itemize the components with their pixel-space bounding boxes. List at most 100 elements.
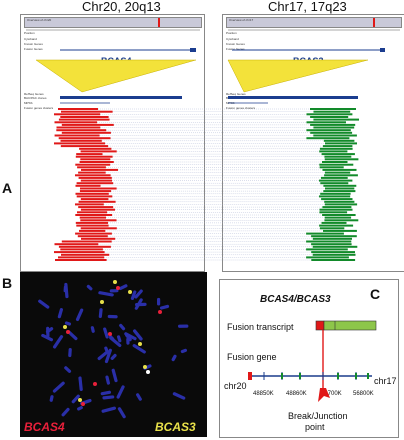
fish-signal	[128, 290, 132, 294]
chromosome	[71, 394, 80, 404]
chromosome	[38, 299, 50, 309]
left-read	[80, 179, 112, 182]
left-read	[56, 126, 101, 129]
right-read	[324, 171, 351, 174]
right-read	[322, 161, 348, 163]
left-read	[58, 118, 110, 121]
chromosome	[134, 298, 143, 310]
left-read	[54, 142, 106, 145]
break-label-line1: Break/Junction	[288, 411, 348, 421]
right-read	[312, 237, 352, 240]
left-locus-title: Chr20, 20q13	[82, 0, 161, 14]
left-read	[78, 200, 116, 203]
right-read	[310, 116, 349, 118]
probe-right-label: BCAS3	[155, 420, 196, 434]
chromosome	[178, 324, 189, 328]
left-track-position: Position	[24, 31, 35, 35]
left-ideogram-label: Overview of chr20	[27, 18, 52, 22]
right-read	[320, 192, 351, 195]
right-read	[319, 211, 348, 214]
tick-56700k: 56700K	[321, 391, 342, 397]
chromosome	[116, 335, 122, 343]
left-read	[75, 184, 101, 187]
left-read	[54, 134, 100, 137]
left-read	[80, 219, 117, 222]
right-read	[306, 248, 348, 251]
left-read	[54, 121, 98, 124]
left-read	[76, 224, 109, 227]
left-read	[75, 214, 113, 216]
right-read	[311, 243, 352, 246]
left-read	[77, 235, 108, 238]
chromosome	[134, 289, 143, 299]
left-read	[77, 211, 108, 214]
chromosome	[159, 304, 170, 310]
fish-signal	[138, 342, 142, 346]
chromosome	[157, 297, 161, 306]
fish-signal	[63, 325, 67, 329]
left-read	[79, 161, 114, 163]
left-read	[54, 113, 101, 116]
right-ideogram-label: Overview of chr17	[229, 18, 254, 22]
right-read-stack	[306, 108, 359, 261]
left-track-clusters: Fusion genes clusters	[24, 106, 54, 110]
left-read	[81, 168, 118, 171]
right-track-refseq: RefSeq Genes	[226, 92, 246, 96]
right-read	[313, 126, 355, 129]
right-zoom-triangle	[227, 59, 369, 93]
right-read	[324, 219, 359, 222]
fish-signal	[93, 382, 97, 386]
fish-signal	[116, 286, 120, 290]
left-track-mpss: MPSS	[24, 101, 33, 105]
right-read	[325, 187, 355, 190]
fusion-gene-label: Fusion gene	[227, 352, 277, 362]
right-read	[313, 134, 357, 137]
right-read	[323, 184, 357, 187]
fish-signal	[81, 402, 85, 406]
left-read	[75, 155, 113, 158]
right-read	[313, 110, 351, 113]
left-track-cytoband: Cytoband	[24, 37, 37, 41]
right-read	[319, 150, 348, 153]
chromosome	[57, 308, 63, 319]
right-read	[306, 137, 350, 140]
left-read	[75, 203, 104, 206]
left-read	[79, 229, 106, 232]
right-read	[319, 208, 353, 211]
transcript-bcas3-part	[323, 320, 377, 331]
right-read	[311, 235, 357, 238]
left-read	[76, 195, 113, 198]
right-read	[322, 206, 352, 209]
transcript-bcas4-part	[315, 320, 325, 331]
left-read	[61, 110, 113, 113]
left-track-refseq: RefSeq Genes	[24, 92, 44, 96]
left-read	[80, 158, 111, 161]
left-read	[80, 198, 109, 201]
panel-b-label: B	[2, 275, 13, 291]
right-track-cytoband: Cytoband	[226, 37, 239, 41]
right-read	[323, 190, 356, 193]
right-read	[324, 155, 352, 158]
panel-a-label: A	[2, 180, 13, 196]
right-read	[325, 142, 357, 145]
left-ideogram: Overview of chr20	[24, 17, 202, 28]
fish-chromosomes	[38, 280, 189, 419]
right-read	[306, 256, 349, 259]
right-ideogram-marker	[373, 18, 375, 27]
left-read	[76, 182, 114, 185]
left-gene-end	[190, 48, 196, 52]
left-read	[75, 221, 108, 224]
break-label-line2: point	[305, 422, 325, 432]
chromosome	[124, 332, 137, 341]
right-track-position: Position	[226, 31, 237, 35]
left-read	[75, 192, 109, 195]
left-read	[80, 150, 117, 153]
right-read	[306, 129, 351, 132]
chromosome	[63, 285, 68, 293]
left-read	[60, 116, 109, 118]
panel-a-tracks	[26, 29, 400, 261]
chromosome	[116, 385, 125, 399]
left-read	[60, 248, 103, 251]
right-read	[319, 147, 353, 150]
left-read	[81, 237, 116, 240]
